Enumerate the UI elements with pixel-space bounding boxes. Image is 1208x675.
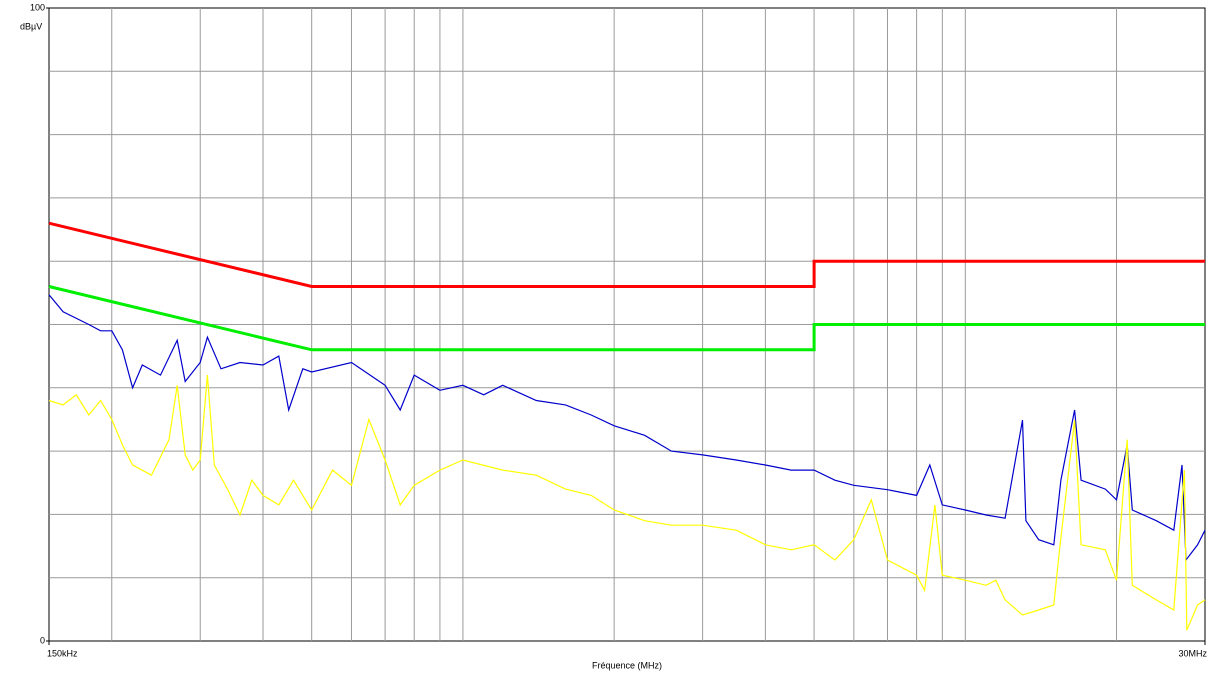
data-line xyxy=(48,285,1205,352)
x-tick-label: 30MHz xyxy=(1178,648,1207,658)
x-axis-label: Fréquence (MHz) xyxy=(592,660,662,670)
y-axis-label: dBµV xyxy=(20,21,42,31)
data-line xyxy=(48,375,1206,631)
data-line xyxy=(48,221,1205,288)
y-tick-label: 0 xyxy=(40,635,45,645)
data-line xyxy=(48,294,1206,562)
x-tick-label: 150kHz xyxy=(47,648,78,658)
y-tick-label: 100 xyxy=(30,2,45,12)
